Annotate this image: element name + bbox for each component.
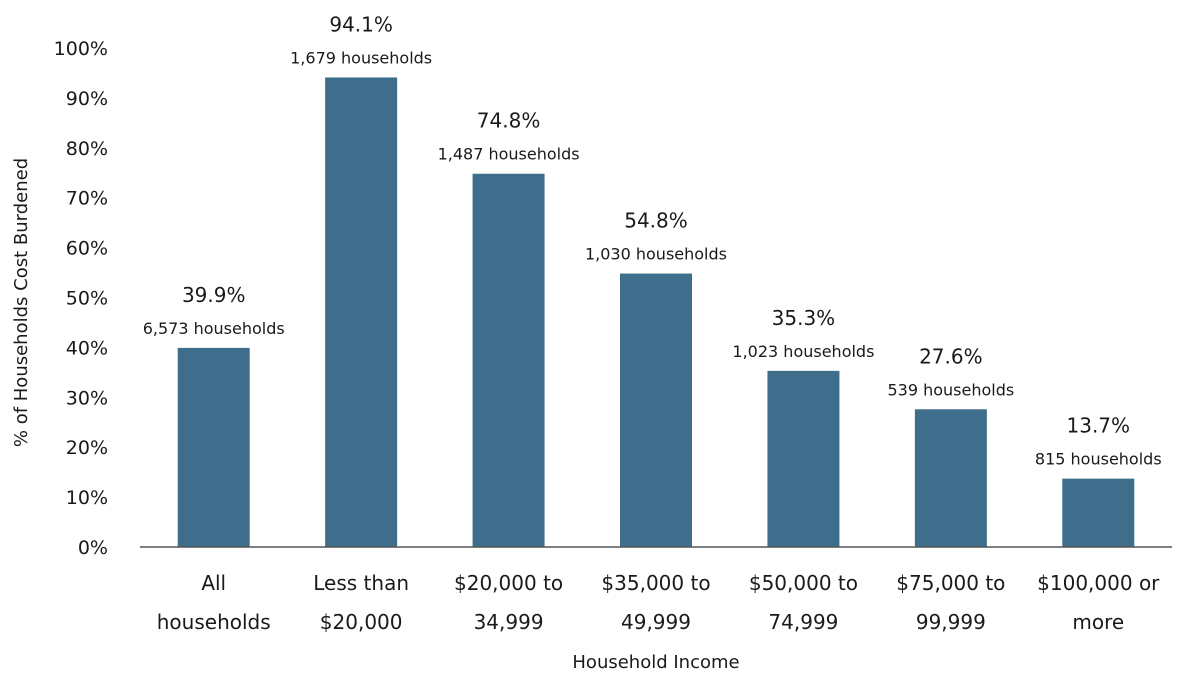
- household-count-label: 1,679 households: [290, 48, 432, 67]
- y-tick-label: 20%: [66, 437, 108, 459]
- bar: [767, 370, 840, 547]
- bar: [325, 77, 398, 547]
- value-label: 27.6%: [919, 344, 983, 368]
- category-label: $50,000 to: [749, 571, 858, 595]
- category-label: households: [157, 610, 271, 634]
- y-tick-label: 100%: [54, 38, 108, 60]
- bars: 6,573 households 39.9% 1,679 households 94.…: [143, 12, 1162, 548]
- y-tick-label: 80%: [66, 138, 108, 160]
- category-label: $20,000 to: [454, 571, 563, 595]
- category-label: 34,999: [474, 610, 544, 634]
- household-count-label: 1,023 households: [732, 342, 874, 361]
- value-label: 94.1%: [329, 12, 393, 36]
- household-count-label: 1,487 households: [438, 145, 580, 164]
- category-label: more: [1072, 610, 1124, 634]
- category-label: 99,999: [916, 610, 986, 634]
- value-label: 54.8%: [624, 209, 688, 233]
- y-tick-label: 40%: [66, 337, 108, 359]
- x-axis-title: Household Income: [572, 652, 739, 673]
- bar: [1062, 478, 1135, 547]
- value-label: 35.3%: [772, 306, 836, 330]
- category-label: Less than: [313, 571, 409, 595]
- y-tick-label: 0%: [78, 537, 108, 559]
- category-label: $75,000 to: [896, 571, 1005, 595]
- y-axis-ticks: 0% 10% 20% 30% 40% 50% 60% 70% 80% 90% 100%: [54, 38, 108, 559]
- value-label: 39.9%: [182, 283, 246, 307]
- bar: [472, 173, 545, 548]
- y-axis-title: % of Households Cost Burdened: [11, 158, 32, 447]
- y-tick-label: 60%: [66, 238, 108, 260]
- category-label: $100,000 or: [1037, 571, 1160, 595]
- bar: [620, 273, 692, 547]
- y-tick-label: 70%: [66, 188, 108, 210]
- value-label: 74.8%: [477, 109, 541, 133]
- household-count-label: 1,030 households: [585, 245, 727, 264]
- y-tick-label: 50%: [66, 288, 108, 310]
- bar: [177, 347, 250, 547]
- category-label: All: [201, 571, 226, 595]
- household-count-label: 539 households: [887, 380, 1014, 399]
- y-tick-label: 30%: [66, 387, 108, 409]
- category-label: $35,000 to: [601, 571, 710, 595]
- bar: [914, 409, 987, 547]
- y-tick-label: 10%: [66, 487, 108, 509]
- category-label: 49,999: [621, 610, 691, 634]
- category-labels: All households Less than $20,000 $20,000 to 3…: [157, 571, 1160, 634]
- y-tick-label: 90%: [66, 88, 108, 110]
- household-count-label: 6,573 households: [143, 319, 285, 338]
- value-label: 13.7%: [1067, 414, 1131, 438]
- category-label: $20,000: [320, 610, 403, 634]
- category-label: 74,999: [768, 610, 838, 634]
- household-count-label: 815 households: [1035, 450, 1162, 469]
